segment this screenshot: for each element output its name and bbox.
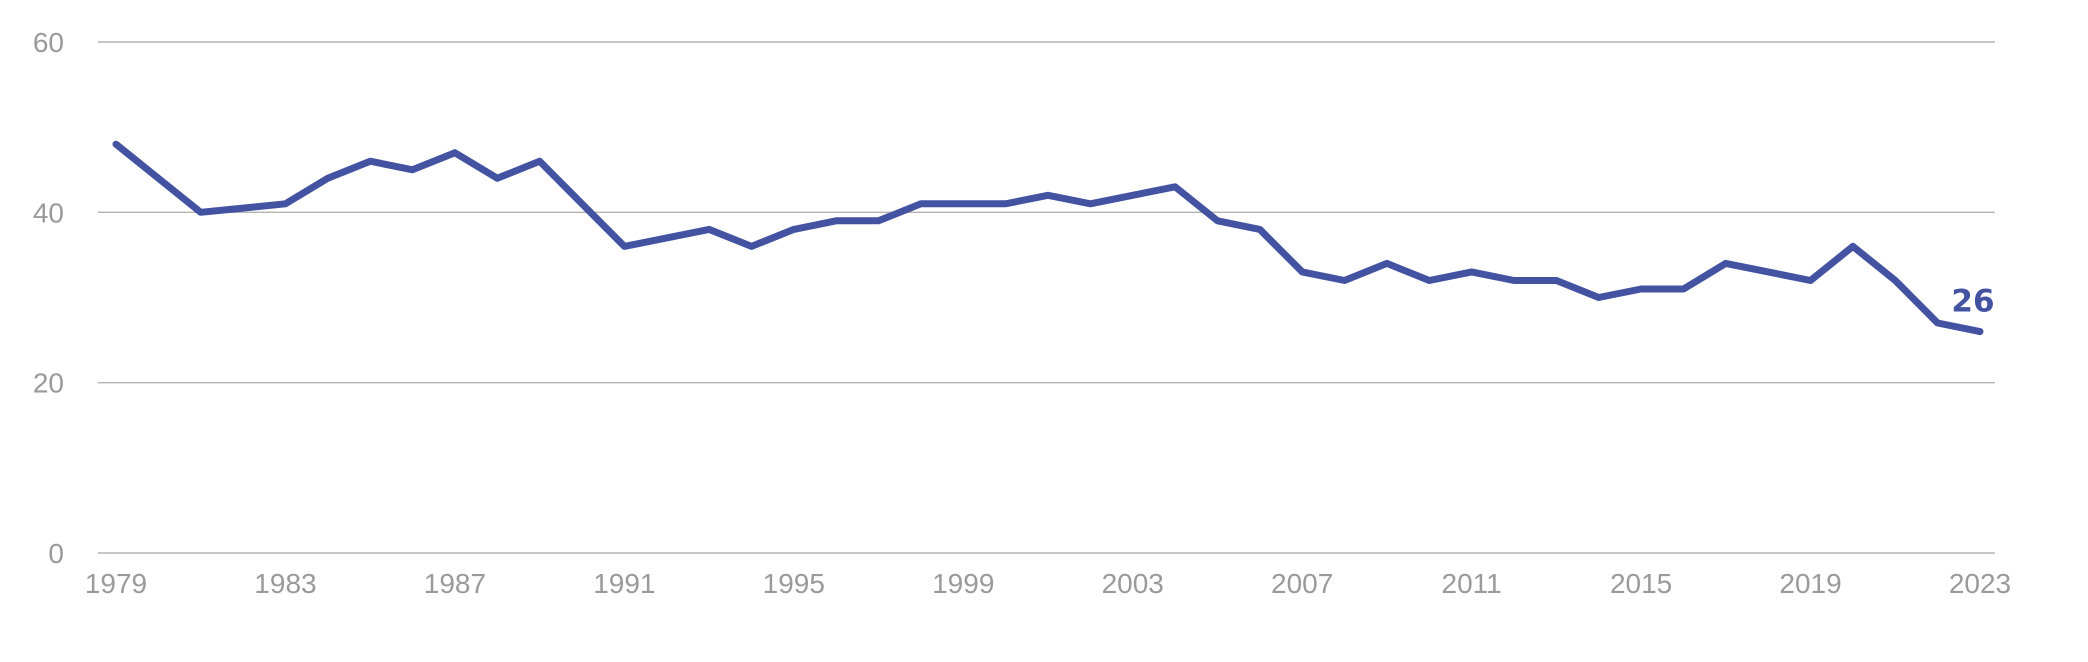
x-tick-label: 2015: [1610, 568, 1672, 599]
y-tick-label: 0: [48, 538, 64, 569]
x-tick-label: 2019: [1779, 568, 1841, 599]
grid-lines: [98, 41, 1995, 554]
y-tick-label: 20: [33, 368, 64, 399]
x-tick-label: 1995: [763, 568, 825, 599]
x-tick-label: 1999: [932, 568, 994, 599]
x-tick-label: 1979: [85, 568, 147, 599]
x-tick-label: 1983: [254, 568, 316, 599]
x-tick-label: 1987: [424, 568, 486, 599]
x-tick-label: 2007: [1271, 568, 1333, 599]
x-tick-label: 2011: [1442, 568, 1502, 599]
y-axis-tick-labels: 0 20 40 60: [33, 27, 64, 569]
series-group: [112, 140, 1984, 336]
x-axis-tick-labels: 1979 1983 1987 1991 1995 1999 2003 2007 2011 2015…: [85, 568, 2011, 599]
x-tick-label: 1991: [593, 568, 655, 599]
x-tick-label: 2003: [1102, 568, 1164, 599]
end-value-label: 26: [1951, 284, 1994, 320]
series-line: [112, 140, 1984, 336]
y-tick-label: 40: [33, 197, 64, 228]
x-tick-label: 2023: [1949, 568, 2011, 599]
y-tick-label: 60: [33, 27, 64, 58]
